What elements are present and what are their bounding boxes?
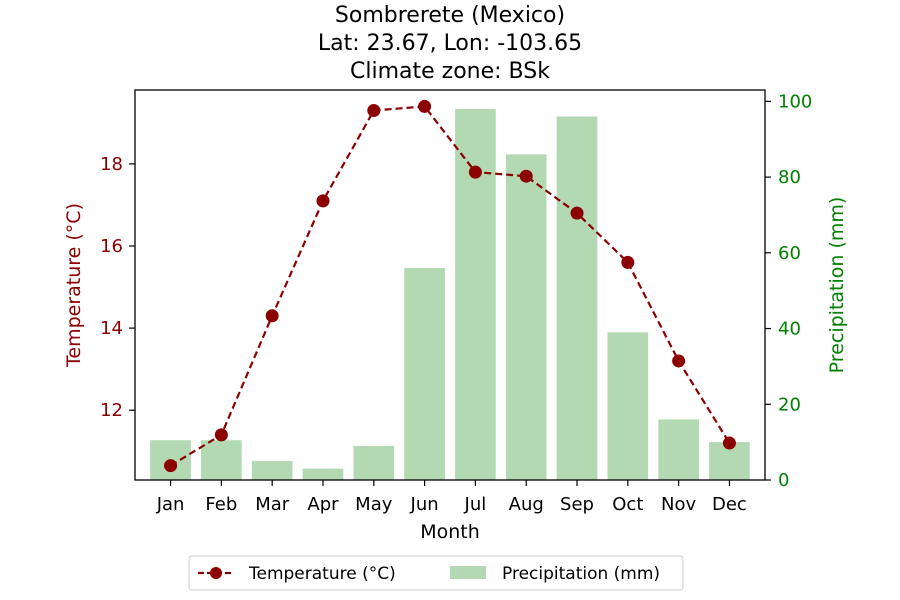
y-axis-right: 0 20 40 60 80 100 [765,91,812,491]
y-right-tick-label-60: 60 [778,243,801,264]
temperature-point-may [367,104,381,118]
y-axis-left: 12 14 16 18 [100,154,135,421]
precipitation-bar-nov [658,419,699,480]
plot-frame [134,89,766,481]
temperature-point-jun [418,99,432,113]
legend-frame [188,555,684,591]
y-right-tick-label-40: 40 [778,319,801,340]
temperature-point-apr [316,194,330,208]
precipitation-bar-sep [556,116,598,480]
title-line-3: Climate zone: BSk [350,59,550,84]
y-axis-left-label: Temperature (°C) [63,203,85,368]
temperature-point-sep [570,206,584,220]
temperature-point-oct [621,255,635,269]
precipitation-bar-oct [607,332,649,480]
x-tick-label-may: May [355,494,393,515]
legend: Temperature (°C) Precipitation (mm) [188,555,684,591]
x-tick-label-apr: Apr [307,494,339,515]
title-line-2: Lat: 23.67, Lon: -103.65 [318,31,582,56]
x-tick-label-jul: Jul [464,494,487,515]
temperature-point-jan [164,459,178,473]
chart-title: Sombrerete (Mexico) Lat: 23.67, Lon: -10… [318,3,582,84]
x-tick-label-mar: Mar [255,494,290,515]
precipitation-bar-may [353,445,395,480]
legend-temperature-marker [210,567,222,579]
y-left-tick-label-14: 14 [100,318,123,339]
x-tick-label-nov: Nov [661,494,696,515]
temperature-point-feb [214,428,228,442]
precipitation-bar-feb [201,440,242,480]
y-left-tick-label-12: 12 [100,400,123,421]
y-right-tick-label-100: 100 [778,91,812,112]
y-right-tick-label-20: 20 [778,394,801,415]
y-right-tick-label-80: 80 [778,167,801,188]
temperature-point-jul [468,165,482,179]
precipitation-bar-apr [302,468,344,480]
y-axis-right-label: Precipitation (mm) [826,197,848,374]
y-left-tick-label-16: 16 [100,236,123,257]
legend-precipitation-label: Precipitation (mm) [502,564,660,584]
temperature-point-nov [672,354,686,368]
precipitation-bars [150,108,750,480]
temperature-point-dec [722,436,736,450]
x-tick-label-oct: Oct [612,494,643,515]
x-tick-label-jun: Jun [410,494,439,515]
x-tick-label-sep: Sep [560,494,594,515]
x-axis-label: Month [420,521,480,543]
x-tick-label-dec: Dec [712,494,747,515]
legend-precipitation-swatch [450,566,486,579]
precipitation-bar-mar [251,461,293,480]
temperature-series-line [169,105,731,467]
legend-temperature-label: Temperature (°C) [248,564,396,584]
precipitation-bar-jun [404,267,445,480]
y-right-tick-label-0: 0 [778,470,789,491]
precipitation-bar-aug [505,154,547,480]
temperature-point-aug [519,169,533,183]
title-line-1: Sombrerete (Mexico) [335,3,565,28]
y-left-tick-label-18: 18 [100,154,123,175]
precipitation-bar-jul [455,108,496,480]
temperature-line [164,99,736,473]
x-tick-label-jan: Jan [156,494,185,515]
x-axis: Jan Feb Mar Apr May Jun Jul Aug Sep Oct Nov Dec [156,480,747,515]
temperature-point-mar [265,309,279,323]
x-tick-label-feb: Feb [205,494,237,515]
x-tick-label-aug: Aug [509,494,544,515]
